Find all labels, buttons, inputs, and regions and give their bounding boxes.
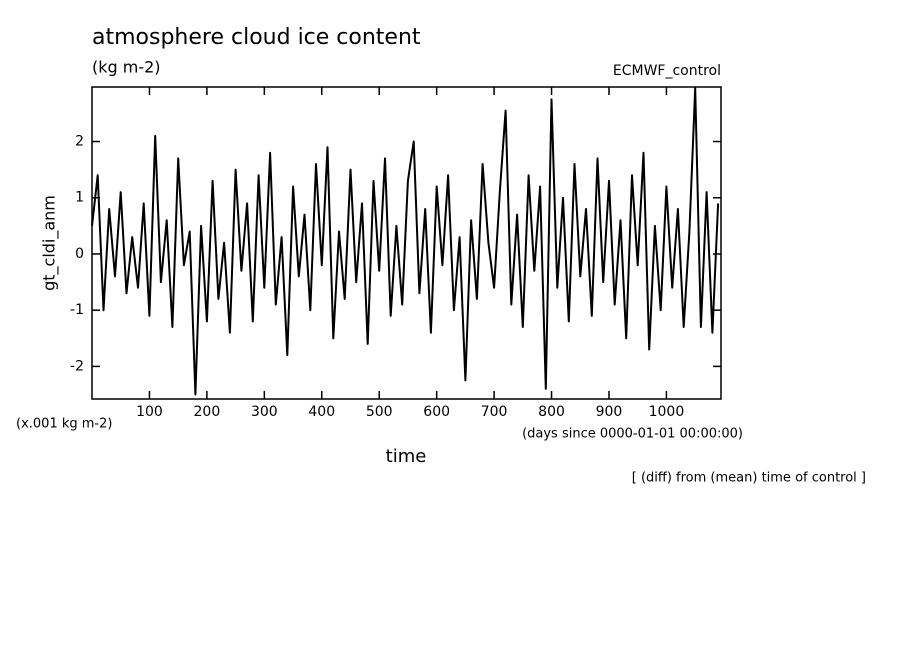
data-line: [91, 87, 720, 396]
x-tick-label: 600: [423, 404, 450, 420]
x-unit-note: (days since 0000-01-01 00:00:00): [522, 427, 743, 442]
y-tick-label: 1: [75, 190, 84, 206]
y-unit-note: (x.001 kg m-2): [16, 417, 112, 432]
x-tick-label: 800: [538, 404, 565, 420]
y-axis-label: gt_cldi_anm: [40, 195, 60, 291]
annotation: ECMWF_control: [613, 63, 721, 79]
footnote: [ (diff) from (mean) time of control ]: [632, 471, 866, 486]
x-tick-label: 100: [136, 404, 163, 420]
y-tick-label: 0: [75, 246, 84, 262]
plot-frame: [91, 86, 722, 400]
x-tick-label: 300: [251, 404, 278, 420]
y-tick-label: 2: [75, 134, 84, 150]
x-tick-label: 200: [194, 404, 221, 420]
subtitle: (kg m-2): [92, 58, 161, 77]
x-tick-label: 500: [366, 404, 393, 420]
x-axis-label: time: [386, 446, 427, 467]
x-tick-label: 900: [596, 404, 623, 420]
x-tick-label: 1000: [649, 404, 685, 420]
x-tick-label: 400: [308, 404, 335, 420]
chart-title: atmosphere cloud ice content: [92, 25, 421, 50]
x-tick-label: 700: [481, 404, 508, 420]
y-tick-label: -1: [70, 302, 84, 318]
y-tick-label: -2: [70, 358, 84, 374]
